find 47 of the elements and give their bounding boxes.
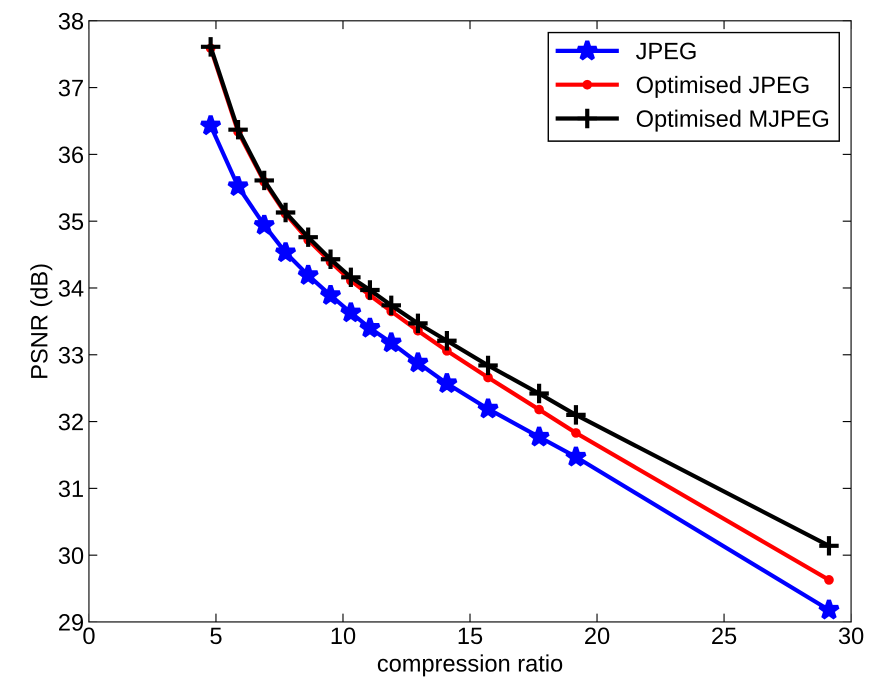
- point: [436, 372, 458, 394]
- point: [380, 330, 403, 353]
- point: [571, 428, 581, 438]
- x-axis-title: compression ratio: [378, 654, 562, 676]
- y-tick-label: 31: [58, 480, 83, 498]
- x-tick-label: 30: [838, 627, 864, 644]
- y-tick-label: 38: [58, 12, 84, 30]
- y-tick-label: 37: [58, 80, 83, 96]
- point: [406, 312, 430, 336]
- y-axis-title: PSNR (dB): [30, 264, 52, 378]
- point: [528, 425, 550, 447]
- x-tick-label: 20: [585, 627, 610, 644]
- x-tick-label: 0: [83, 627, 95, 644]
- point: [406, 350, 430, 373]
- point: [274, 200, 298, 224]
- y-tick-label: 36: [58, 146, 84, 164]
- y-tick-label: 34: [58, 280, 84, 297]
- x-tick-label: 5: [210, 628, 222, 644]
- y-tick-label: 30: [58, 547, 84, 564]
- point: [527, 382, 551, 406]
- point: [476, 354, 500, 378]
- point: [199, 114, 222, 136]
- point: [564, 403, 588, 427]
- legend-label: JPEG: [636, 42, 696, 60]
- point: [296, 263, 320, 286]
- point: [319, 284, 342, 306]
- point: [274, 240, 297, 263]
- point: [358, 278, 382, 302]
- point: [818, 598, 840, 620]
- point: [198, 35, 222, 59]
- point: [252, 213, 276, 236]
- x-tick-label: 25: [712, 627, 736, 644]
- y-tick-label: 33: [58, 346, 84, 364]
- point: [226, 174, 250, 196]
- point: [476, 397, 500, 419]
- point: [534, 404, 544, 414]
- point: [358, 316, 382, 338]
- point: [340, 300, 362, 323]
- y-tick-label: 35: [58, 213, 84, 230]
- legend-label: Optimised MJPEG: [636, 110, 828, 132]
- x-tick-label: 15: [458, 628, 482, 644]
- x-tick-label: 10: [332, 627, 356, 644]
- point: [564, 445, 588, 467]
- y-tick-label: 32: [58, 414, 83, 430]
- y-tick-label: 29: [59, 614, 83, 631]
- legend-label: Optimised JPEG: [636, 76, 808, 98]
- point: [824, 575, 834, 585]
